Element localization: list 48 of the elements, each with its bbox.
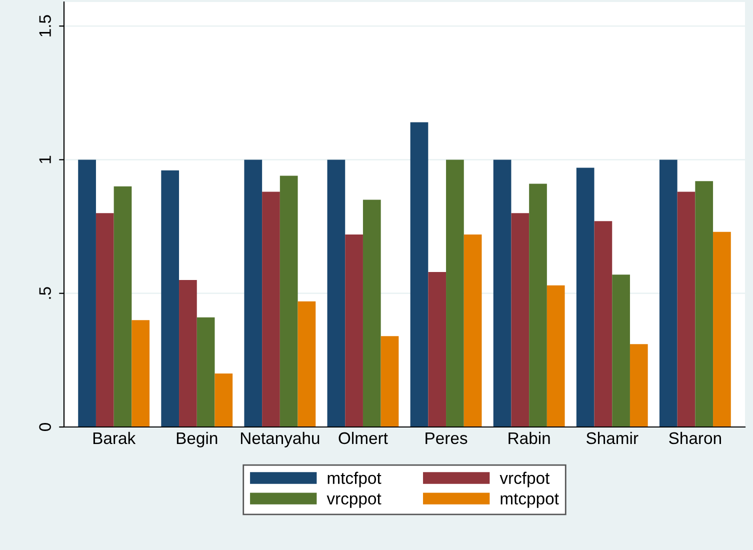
bar	[262, 192, 280, 427]
bar	[280, 176, 298, 427]
bar	[96, 213, 114, 427]
bar	[713, 232, 731, 427]
bar	[612, 274, 630, 427]
bar	[594, 221, 612, 427]
y-tick-label: .5	[39, 287, 51, 299]
x-tick-label: Sharon	[669, 432, 721, 444]
bar	[511, 213, 530, 427]
bar	[576, 168, 594, 427]
bar	[410, 122, 428, 427]
legend-label: mtcppot	[500, 494, 559, 508]
bar	[114, 186, 132, 427]
x-tick-label: Rabin	[508, 432, 550, 444]
bar	[380, 336, 399, 427]
bar	[362, 200, 381, 427]
bar	[630, 344, 648, 427]
bar	[493, 160, 512, 427]
legend-label: vrcppot	[326, 494, 382, 508]
bar	[132, 320, 150, 427]
x-tick-label: Netanyahu	[240, 432, 320, 448]
bar	[428, 272, 446, 427]
legend-label: vrcfpot	[500, 472, 550, 488]
x-tick-label: Barak	[93, 432, 136, 444]
legend-label: mtcfpot	[328, 472, 382, 488]
bar	[196, 317, 215, 427]
x-tick-label: Begin	[176, 432, 218, 448]
y-tick-label: 1	[39, 156, 51, 164]
bar	[677, 192, 696, 427]
bar	[78, 160, 96, 427]
bar	[161, 170, 180, 427]
bar	[464, 234, 482, 427]
y-tick-label: 1.5	[39, 15, 51, 36]
bar	[214, 374, 233, 427]
bar	[546, 285, 565, 427]
x-tick-label: Olmert	[338, 432, 388, 444]
bar	[345, 234, 363, 427]
x-tick-label: Peres	[426, 432, 468, 444]
bar	[327, 160, 346, 427]
y-tick-label: 0	[39, 423, 51, 431]
bar	[446, 160, 464, 427]
x-tick-label: Shamir	[586, 432, 638, 444]
bar	[179, 280, 197, 427]
bar	[659, 160, 678, 427]
bar	[298, 301, 316, 427]
bar	[529, 184, 547, 427]
bar	[695, 181, 714, 427]
bar	[244, 160, 262, 427]
